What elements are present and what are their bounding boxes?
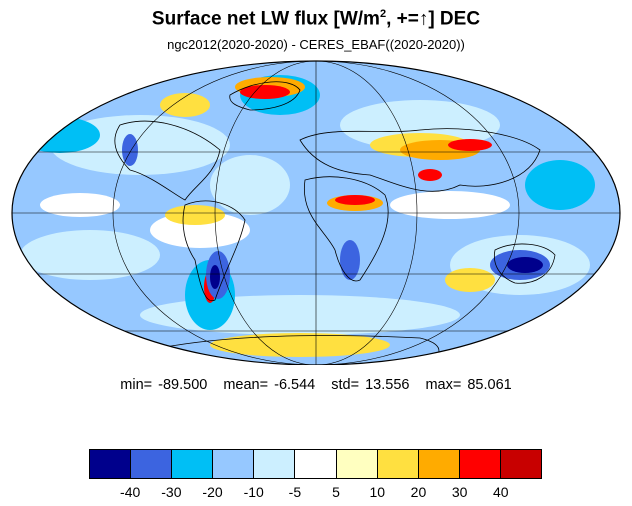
colorbar-swatch <box>254 450 296 478</box>
stat-mean: -6.544 <box>274 377 316 393</box>
plot-title: Surface net LW flux [W/m2, +=↑] DEC <box>151 8 481 30</box>
colorbar-swatch <box>295 450 337 478</box>
navy-patches <box>210 257 543 289</box>
colorbar-label: 20 <box>410 484 427 500</box>
colorbar-label: -20 <box>202 484 223 500</box>
colorbar-label: 10 <box>369 484 386 500</box>
colorbar <box>89 449 542 479</box>
colorbar-swatch <box>500 450 542 478</box>
colorbar-swatch <box>418 450 460 478</box>
colorbar-swatch <box>131 450 173 478</box>
colorbar-label: 5 <box>332 484 340 500</box>
graticule <box>12 61 620 365</box>
colorbar-label: -10 <box>243 484 264 500</box>
colorbar-swatch <box>377 450 419 478</box>
plot-subtitle: ngc2012(2020-2020) - CERES_EBAF((2020-20… <box>167 37 465 52</box>
colorbar-labels: -40 -30 -20 -10 -5 5 10 20 30 40 <box>89 484 542 502</box>
up-arrow-icon: ↑ <box>418 8 429 30</box>
colorbar-label: -5 <box>288 484 302 500</box>
colorbar-swatch <box>172 450 214 478</box>
colorbar-label: 30 <box>451 484 468 500</box>
stat-max: 85.061 <box>467 377 512 393</box>
colorbar-swatch <box>90 450 132 478</box>
colorbar-swatch <box>459 450 501 478</box>
colorbar-label: -40 <box>120 484 141 500</box>
colorbar-swatch <box>213 450 255 478</box>
map-outline <box>11 60 621 365</box>
stat-min: -89.500 <box>158 377 208 393</box>
statistics-line: min= -89.500 mean= -6.544 std= 13.556 max= … <box>120 377 512 393</box>
colorbar-label: 40 <box>493 484 509 500</box>
global-map <box>11 60 621 365</box>
colorbar-label: -30 <box>161 484 182 500</box>
colorbar-swatch <box>336 450 378 478</box>
stat-std: 13.556 <box>365 377 410 393</box>
